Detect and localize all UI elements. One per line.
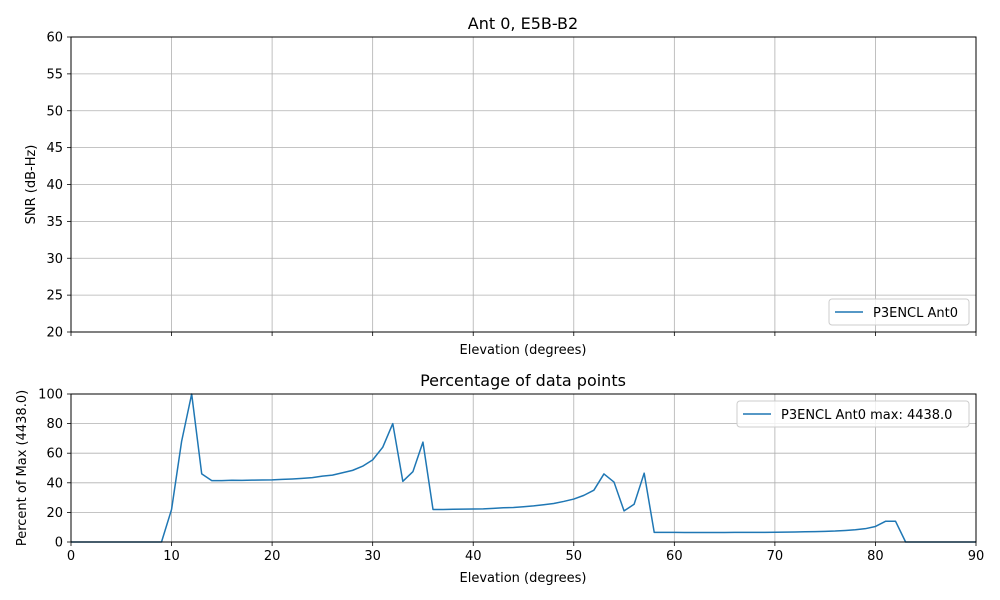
percentage-chart-xtick-label: 80 [867,549,884,564]
percentage-chart-legend-label: P3ENCL Ant0 max: 4438.0 [781,408,952,423]
percentage-chart-ticks: 0 10 20 30 40 50 60 70 80 90 0 20 40 60 80 100 [38,388,984,565]
percentage-chart-series [71,393,976,543]
snr-chart: Ant 0, E5B-B2 20 25 30 35 40 45 50 55 60 Elevati… [24,14,977,358]
snr-chart-grid [70,36,977,333]
snr-chart-ytick-label: 35 [46,215,63,230]
snr-chart-ylabel: SNR (dB-Hz) [24,145,39,225]
percentage-chart-ytick-label: 20 [46,506,63,521]
snr-chart-ytick-label: 25 [46,289,63,304]
percentage-chart-frame [70,393,977,543]
snr-chart-ytick-label: 55 [46,67,63,82]
percentage-chart-xtick-label: 0 [67,549,75,564]
percentage-chart-ylabel: Percent of Max (4438.0) [15,390,30,546]
percentage-chart-xtick-label: 20 [264,549,281,564]
percentage-chart-xtick-label: 40 [465,549,482,564]
percentage-chart-ytick-label: 60 [46,447,63,462]
snr-chart-ytick-label: 30 [46,252,63,267]
percentage-chart-ytick-label: 40 [46,476,63,491]
snr-chart-legend-box [828,298,970,326]
percentage-chart-xtick-label: 30 [364,549,381,564]
snr-chart-xlabel: Elevation (degrees) [460,343,587,358]
snr-chart-ytick-label: 40 [46,178,63,193]
percentage-chart-xtick-label: 10 [163,549,180,564]
percentage-chart-ytick-label: 100 [38,388,63,403]
snr-chart-ytick-label: 45 [46,141,63,156]
snr-chart-ytick-label: 50 [46,104,63,119]
percentage-chart-xtick-label: 90 [968,549,985,564]
percentage-chart: Percentage of data points 0 10 20 30 40 50 60 7… [15,371,984,586]
percentage-chart-legend-box [736,400,970,428]
percentage-chart-title: Percentage of data points [420,371,626,390]
snr-chart-title: Ant 0, E5B-B2 [468,14,578,33]
percentage-chart-ytick-label: 80 [46,417,63,432]
snr-chart-ticks: 20 25 30 35 40 45 50 55 60 [46,31,977,341]
percentage-chart-xtick-label: 70 [767,549,784,564]
snr-chart-ytick-label: 20 [46,326,63,341]
percentage-chart-ytick-label: 0 [55,536,63,551]
percentage-chart-series-line-0 [71,393,976,543]
percentage-chart-xtick-label: 50 [566,549,583,564]
percentage-chart-xlabel: Elevation (degrees) [460,571,587,586]
percentage-chart-xtick-label: 60 [666,549,683,564]
percentage-chart-legend: P3ENCL Ant0 max: 4438.0 [736,400,970,428]
snr-chart-legend: P3ENCL Ant0 [828,298,970,326]
snr-chart-legend-label: P3ENCL Ant0 [873,306,958,321]
snr-chart-ytick-label: 60 [46,31,63,46]
